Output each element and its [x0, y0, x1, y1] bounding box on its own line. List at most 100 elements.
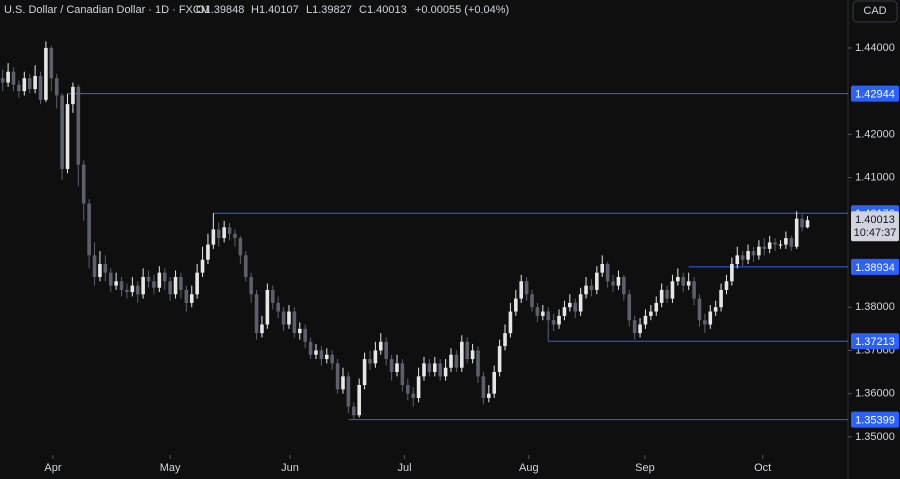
- x-tick-label: Oct: [754, 462, 771, 474]
- candle-body: [76, 86, 81, 165]
- candle-body: [411, 393, 415, 398]
- candle-body: [54, 78, 59, 96]
- y-tick-label: 1.38000: [855, 301, 895, 313]
- candle-body: [287, 311, 291, 325]
- level-badge: [851, 411, 899, 428]
- candle-body: [794, 218, 799, 247]
- candle-body: [319, 350, 324, 360]
- candle-body: [184, 289, 189, 303]
- candle-body: [427, 363, 432, 373]
- currency-button[interactable]: [852, 0, 898, 23]
- candle-body: [297, 328, 302, 334]
- candle-body: [341, 376, 345, 390]
- candle-body: [443, 367, 448, 377]
- candle-body: [746, 251, 750, 260]
- candle-body: [708, 311, 713, 325]
- candle-body: [265, 289, 270, 325]
- candle-body: [357, 385, 361, 416]
- y-tick-label: 1.44000: [855, 42, 895, 54]
- candle-body: [71, 86, 75, 105]
- candle-body: [433, 363, 437, 373]
- candle-body: [524, 281, 529, 295]
- candle-body: [557, 315, 561, 325]
- candle-body: [141, 276, 145, 295]
- candle-body: [676, 276, 680, 282]
- candle-body: [405, 385, 410, 394]
- candle-body: [27, 78, 32, 90]
- candle-body: [114, 281, 118, 286]
- candle-body: [719, 289, 723, 308]
- candle-body: [378, 341, 383, 351]
- ohlc-close: C1.40013: [359, 4, 407, 16]
- currency[interactable]: CAD: [863, 5, 886, 17]
- x-tick-label: Jun: [281, 462, 299, 474]
- candle-body: [589, 285, 594, 290]
- candle-body: [665, 289, 669, 299]
- candle-body: [497, 346, 502, 373]
- y-tick-label: 1.36000: [855, 388, 895, 400]
- candle-body: [308, 341, 313, 355]
- candle-body: [60, 95, 64, 169]
- candle-body: [324, 354, 329, 360]
- candle-body: [643, 315, 648, 325]
- candle-body: [449, 354, 453, 368]
- x-tick-label: Aug: [519, 462, 539, 474]
- y-tick-label: 1.41000: [855, 171, 895, 183]
- candle-body: [168, 281, 172, 295]
- candle-body: [281, 311, 286, 325]
- candle-body: [487, 393, 491, 398]
- candle-body: [11, 71, 16, 85]
- x-tick-label: May: [160, 462, 181, 474]
- candle-body: [200, 259, 205, 273]
- candle-body: [481, 376, 486, 398]
- candle-body: [157, 272, 162, 288]
- level-badge: [851, 333, 899, 350]
- candle-body: [627, 294, 632, 321]
- candle-body: [81, 164, 86, 204]
- candle-body: [492, 372, 497, 394]
- candle-body: [805, 220, 810, 228]
- candle-body: [330, 354, 334, 364]
- candle-body: [416, 376, 421, 398]
- candle-body: [616, 276, 621, 286]
- candle-body: [400, 363, 405, 385]
- candle-body: [108, 272, 113, 286]
- candle-body: [568, 302, 572, 308]
- candle-body: [173, 276, 178, 295]
- candle-body: [692, 281, 696, 299]
- candle-body: [508, 311, 513, 334]
- candle-body: [243, 255, 248, 277]
- candle-body: [335, 363, 340, 390]
- candle-body: [632, 320, 637, 334]
- candle-body: [362, 359, 367, 385]
- candle-body: [681, 276, 686, 286]
- candle-body: [206, 244, 210, 260]
- candle-body: [368, 359, 372, 364]
- symbol: U.S. Dollar / Canadian Dollar · 1D · FXC…: [4, 4, 210, 16]
- candle-body: [757, 246, 761, 256]
- candle-body: [751, 251, 756, 256]
- candle-body: [519, 281, 524, 299]
- candle-body: [238, 238, 243, 256]
- last-price-badge: [851, 211, 899, 242]
- candle-body: [216, 229, 221, 239]
- candle-body: [730, 264, 734, 282]
- candle-body: [551, 320, 556, 325]
- y-tick-label: 1.35000: [855, 431, 895, 443]
- ohlc-open: O1.39848: [196, 4, 244, 16]
- candle-body: [303, 328, 307, 342]
- candle-body: [260, 324, 264, 334]
- candle-body: [562, 307, 567, 316]
- candle-body: [800, 218, 804, 228]
- candle-body: [535, 307, 540, 316]
- candle-body: [125, 289, 129, 293]
- candle-body: [605, 264, 610, 282]
- candle-body: [476, 350, 480, 377]
- candle-body: [438, 363, 443, 377]
- candle-body: [622, 276, 626, 295]
- candle-body: [130, 285, 135, 293]
- candle-body: [789, 238, 794, 247]
- candle-body: [546, 311, 551, 321]
- level-label: 1.37213: [855, 336, 895, 348]
